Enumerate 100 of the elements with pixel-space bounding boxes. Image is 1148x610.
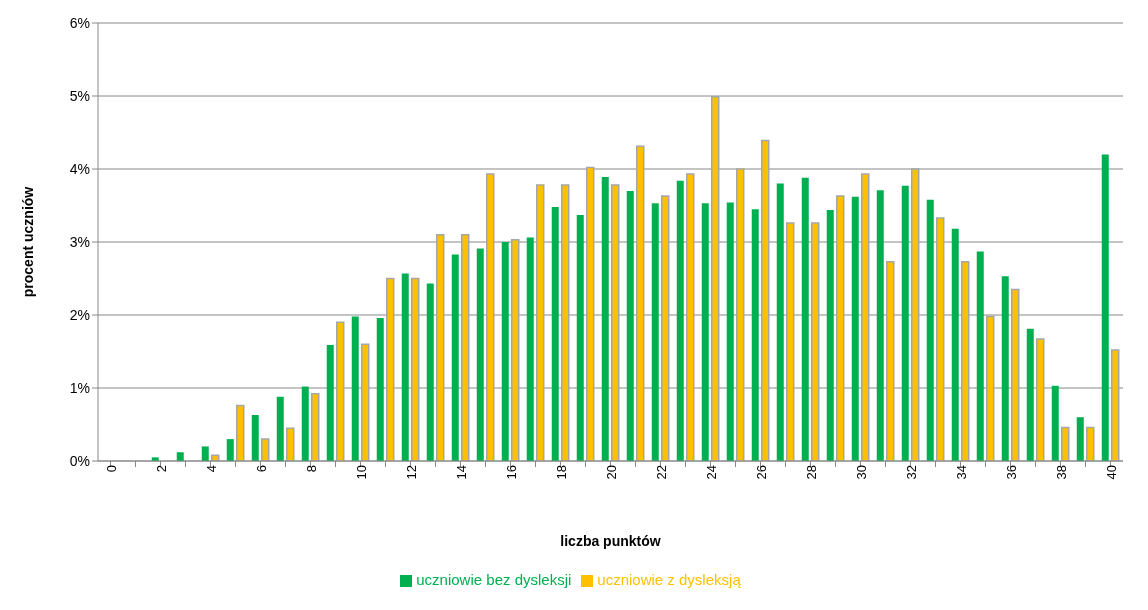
bar (286, 427, 295, 461)
bar (976, 251, 984, 461)
bar (851, 196, 859, 461)
y-tick-label: 6% (69, 14, 90, 31)
bar (586, 166, 595, 461)
bar (661, 195, 670, 461)
x-tick-label: 38 (1053, 465, 1069, 480)
x-tick-label: 10 (353, 465, 369, 480)
bar (711, 95, 720, 461)
bar (876, 190, 884, 461)
bar (911, 168, 920, 461)
y-axis-title: procent uczniów (19, 186, 36, 298)
bar (536, 184, 545, 461)
bar (386, 277, 395, 461)
x-tick-label: 6 (253, 465, 269, 473)
y-tick-label: 2% (69, 306, 90, 323)
bar (1026, 328, 1034, 461)
bar (211, 454, 220, 461)
x-tick-label: 20 (603, 465, 619, 480)
bar (736, 168, 745, 461)
bar (251, 415, 259, 461)
bar (686, 173, 695, 461)
x-tick-label: 0 (103, 465, 119, 473)
x-tick-label: 2 (153, 465, 169, 473)
x-tick-label: 18 (553, 465, 569, 480)
bar (336, 321, 345, 461)
bar (236, 404, 245, 461)
bar (1011, 288, 1020, 461)
bar (986, 315, 995, 461)
bar (1001, 276, 1009, 461)
x-tick-label: 26 (753, 465, 769, 480)
x-tick-label: 8 (303, 465, 319, 473)
bar (886, 260, 895, 461)
y-tick-label: 4% (69, 160, 90, 177)
bar (611, 184, 620, 461)
bar (751, 209, 759, 461)
bar (936, 217, 945, 461)
bar (226, 439, 234, 461)
bar (511, 239, 520, 461)
bar (861, 173, 870, 461)
bar (901, 185, 909, 461)
x-tick-label: 28 (803, 465, 819, 480)
bar (961, 260, 970, 461)
y-tick-label: 3% (69, 233, 90, 250)
bar (376, 317, 384, 461)
y-tick-label: 1% (69, 379, 90, 396)
bar (501, 242, 509, 461)
bar (1036, 338, 1045, 461)
bar (626, 190, 634, 461)
bar (1101, 154, 1109, 461)
bar (701, 203, 709, 461)
bar (426, 283, 434, 461)
bar (461, 233, 470, 461)
bar (726, 202, 734, 461)
bar (311, 393, 320, 461)
bar (551, 206, 559, 461)
bar (636, 145, 645, 461)
x-tick-label: 16 (503, 465, 519, 480)
bar (301, 386, 309, 461)
x-tick-label: 36 (1003, 465, 1019, 480)
x-tick-label: 30 (853, 465, 869, 480)
bar (401, 273, 409, 461)
bar (651, 203, 659, 461)
bar (261, 438, 270, 461)
bar (811, 222, 820, 461)
bar (951, 228, 959, 461)
x-axis-title: liczba punktów (560, 533, 661, 549)
bar (801, 177, 809, 461)
bar (351, 316, 359, 461)
x-tick-label: 4 (203, 465, 219, 473)
bar (1061, 426, 1070, 461)
bar (576, 214, 584, 461)
bar (176, 452, 184, 461)
bar (786, 222, 795, 461)
x-tick-label: 32 (903, 465, 919, 480)
bar (1086, 426, 1095, 461)
legend-label: uczniowie z dysleksją (597, 571, 741, 588)
x-tick-label: 22 (653, 465, 669, 480)
bar (436, 233, 445, 461)
x-tick-label: 12 (403, 465, 419, 480)
bar (411, 277, 420, 461)
x-tick-label: 24 (703, 465, 719, 480)
bar (276, 396, 284, 461)
y-tick-label: 0% (69, 452, 90, 469)
bar (601, 177, 609, 461)
y-tick-label: 5% (69, 87, 90, 104)
legend-label: uczniowie bez dysleksji (416, 571, 572, 588)
x-tick-label: 14 (453, 465, 469, 480)
bar (676, 180, 684, 461)
bar (776, 183, 784, 461)
bar (476, 248, 484, 461)
bar (526, 237, 534, 461)
bar (451, 254, 459, 461)
bar (1076, 417, 1084, 461)
bar (761, 139, 770, 461)
bar (926, 199, 934, 461)
bar (201, 446, 209, 461)
x-tick-label: 34 (953, 465, 969, 480)
bar (326, 344, 334, 461)
bar (836, 195, 845, 461)
